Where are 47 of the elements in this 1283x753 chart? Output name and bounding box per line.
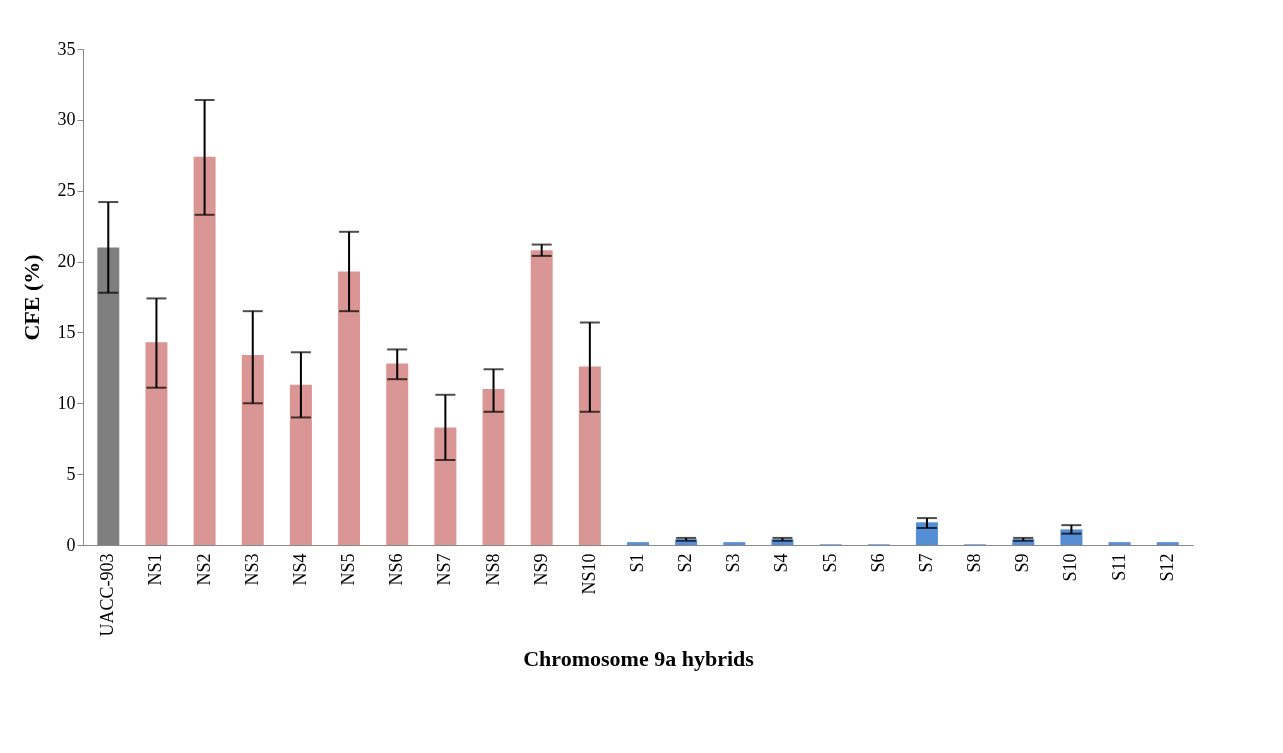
x-tick-label: NS6 xyxy=(386,553,407,586)
y-tick-label: 10 xyxy=(57,392,76,413)
bar xyxy=(386,363,409,545)
x-tick-label: NS4 xyxy=(289,553,310,586)
bar xyxy=(289,384,312,545)
y-tick-label: 15 xyxy=(57,321,76,342)
bar xyxy=(723,542,746,545)
x-tick-label: S11 xyxy=(1108,553,1129,581)
x-tick-label: NS8 xyxy=(482,553,503,586)
bar xyxy=(338,271,361,545)
bar xyxy=(627,542,649,545)
x-tick-label: NS7 xyxy=(434,553,455,586)
x-tick-label: NS5 xyxy=(338,553,359,586)
y-tick-label: 0 xyxy=(66,534,76,555)
bar xyxy=(145,342,168,545)
x-tick-label: NS3 xyxy=(241,553,262,586)
x-tick-label: S8 xyxy=(964,553,985,573)
y-axis-title: CFE (%) xyxy=(18,254,44,341)
x-tick-label: S10 xyxy=(1060,553,1081,582)
x-tick-label: NS9 xyxy=(530,553,551,586)
y-tick-label: 25 xyxy=(57,180,76,201)
x-tick-label: NS10 xyxy=(578,553,599,595)
x-tick-label: UACC-903 xyxy=(97,553,118,637)
y-tick-label: 30 xyxy=(57,109,76,130)
x-tick-label: S3 xyxy=(723,553,744,573)
x-tick-label: S2 xyxy=(675,553,696,573)
bar xyxy=(1108,542,1131,545)
x-tick-label: S9 xyxy=(1012,553,1033,573)
bar xyxy=(1156,542,1179,545)
x-tick-label: S12 xyxy=(1156,553,1177,582)
x-tick-label: S1 xyxy=(627,553,647,573)
y-tick-label: 5 xyxy=(66,463,76,484)
bar xyxy=(193,156,216,545)
x-tick-label: S5 xyxy=(819,553,840,573)
x-tick-label: S6 xyxy=(867,553,888,573)
x-axis-title: Chromosome 9a hybrids xyxy=(523,645,755,671)
y-tick-label: 35 xyxy=(57,38,76,59)
bar xyxy=(530,250,553,545)
x-tick-label: S7 xyxy=(915,553,936,573)
y-tick-label: 20 xyxy=(57,251,76,272)
bar xyxy=(241,355,264,545)
bar xyxy=(434,427,457,545)
x-tick-label: NS2 xyxy=(193,553,214,586)
x-tick-label: S4 xyxy=(771,553,792,573)
bar xyxy=(482,389,505,545)
x-tick-label: NS1 xyxy=(145,553,166,586)
bar xyxy=(578,366,601,545)
